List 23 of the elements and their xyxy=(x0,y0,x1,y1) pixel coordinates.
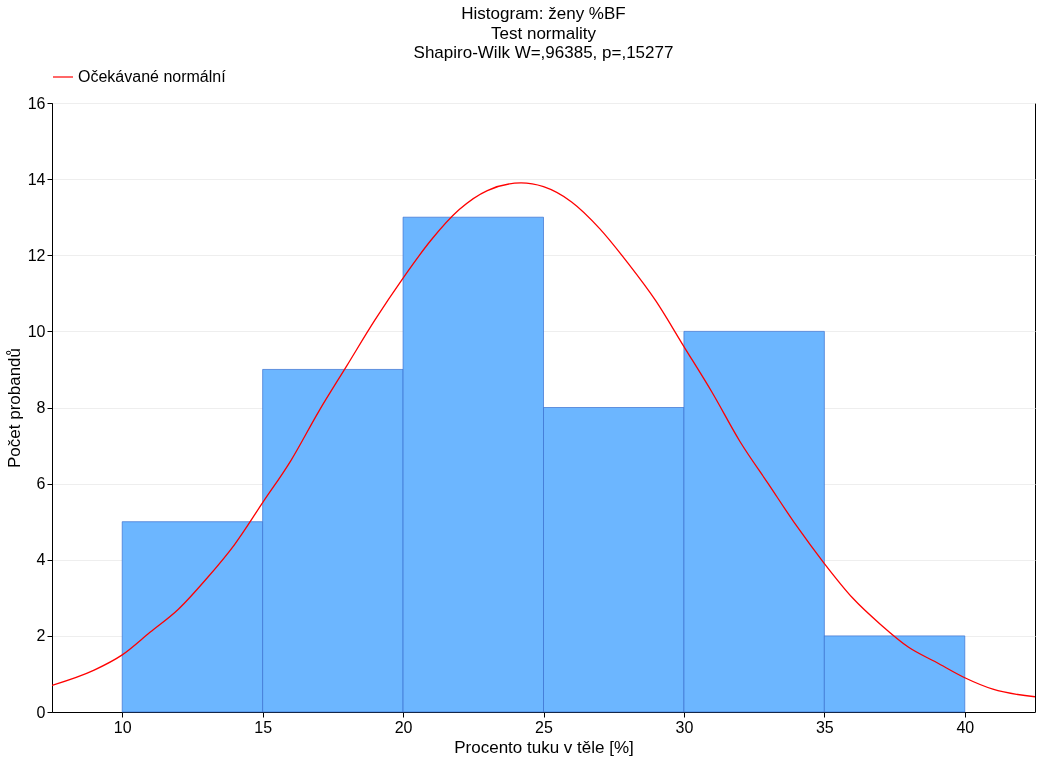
y-tick-label: 14 xyxy=(27,170,46,188)
x-tick-label: 30 xyxy=(675,718,694,736)
x-tick-label: 15 xyxy=(254,718,273,736)
text: Shapiro-Wilk W=,96385, p=,15277 xyxy=(413,43,674,62)
y-tick-label: 4 xyxy=(36,551,46,569)
x-tick-label: 40 xyxy=(956,718,975,736)
y-tick-label: 6 xyxy=(36,475,46,493)
line-series xyxy=(52,182,1035,698)
chart-subtitle: Test normality xyxy=(491,24,597,43)
x-tick-label: 20 xyxy=(394,718,413,736)
y-tick-label: 8 xyxy=(36,399,46,416)
legend-label: Očekávané normální xyxy=(78,68,227,85)
chart-title: Histogram: ženy %BF xyxy=(461,4,626,23)
x-axis-title: Procento tuku v těle [%] xyxy=(454,737,634,757)
y-tick-label: 12 xyxy=(27,246,46,264)
y-axis-title: Počet probandů xyxy=(4,347,24,469)
y-tick-label: 16 xyxy=(27,94,46,112)
y-tick-label: 2 xyxy=(36,627,46,645)
y-tick-label: 0 xyxy=(36,703,46,721)
x-tick-label: 25 xyxy=(535,718,553,736)
x-tick-label: 35 xyxy=(815,718,834,736)
x-tick-label: 10 xyxy=(113,718,132,736)
y-tick-label: 10 xyxy=(27,322,46,340)
